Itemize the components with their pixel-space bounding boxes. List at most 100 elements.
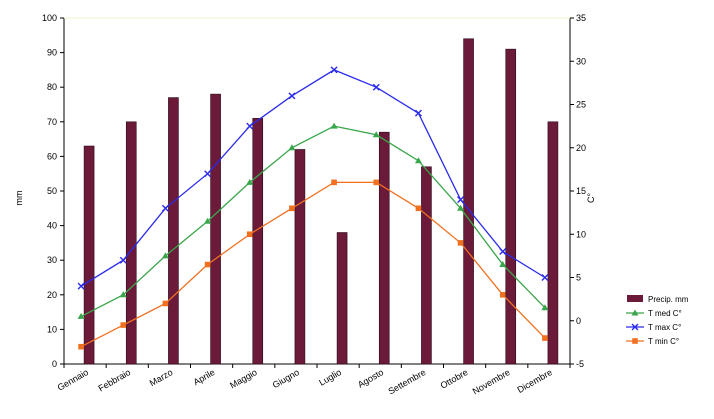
series-point: [288, 144, 296, 151]
series-line: [80, 125, 546, 318]
series-point: [331, 179, 337, 186]
series-point: [78, 343, 84, 350]
legend-label: Precip. mm: [648, 295, 689, 304]
precip-bar: [336, 232, 348, 365]
line-series-1: [77, 66, 549, 290]
right-tick-label: 35: [576, 13, 586, 23]
right-tick-label: 20: [576, 143, 586, 153]
precip-bar: [294, 149, 306, 365]
left-tick-label: 20: [47, 290, 57, 300]
chart-legend: Precip. mm T med C° T max C° T min C°: [626, 295, 689, 346]
series-point: [119, 291, 127, 298]
series-point: [119, 256, 127, 264]
bar-series-precipitation: [83, 38, 559, 365]
series-point: [204, 217, 212, 224]
x-tick-label: Dicembre: [516, 367, 554, 395]
left-tick-label: 100: [42, 13, 57, 23]
line-series-group: [77, 66, 549, 350]
precip-bar: [252, 118, 264, 365]
legend-label: T med C°: [648, 309, 682, 318]
x-tick-label: Maggio: [228, 367, 259, 390]
tick-labels: 0 10 20 30 40 50 60 70 80 90 100 -5 0 5 10 15 20 25 30 35 Ge…: [42, 13, 586, 396]
precip-bar: [83, 145, 95, 365]
x-tick-label: Settembre: [386, 367, 427, 396]
series-point: [330, 66, 338, 74]
series-point: [499, 292, 506, 298]
series-point: [289, 205, 295, 212]
series-point: [541, 304, 549, 311]
series-point: [246, 178, 254, 185]
right-tick-label: 10: [576, 229, 586, 239]
precip-bar: [378, 131, 390, 365]
series-point: [161, 204, 169, 212]
series-point: [542, 335, 548, 341]
series-point: [499, 261, 507, 268]
legend-item: Precip. mm: [627, 295, 689, 304]
legend-label: T min C°: [648, 337, 679, 346]
precip-bar: [463, 38, 474, 365]
series-point: [373, 179, 380, 186]
precip-bar: [421, 166, 432, 365]
series-point: [330, 122, 338, 129]
x-tick-label: Marzo: [148, 367, 175, 388]
precip-bar: [168, 97, 179, 365]
series-point: [457, 240, 464, 246]
legend-swatch: [627, 295, 643, 302]
right-tick-label: 15: [576, 186, 586, 196]
legend-swatch-marker: [632, 338, 638, 344]
series-point: [162, 300, 169, 307]
x-tick-label: Giugno: [271, 367, 301, 390]
right-tick-label: -5: [576, 359, 584, 369]
left-tick-label: 30: [47, 255, 57, 265]
precip-bar: [125, 121, 137, 365]
series-point: [414, 157, 422, 164]
series-point: [457, 196, 465, 204]
line-series-2: [78, 179, 548, 350]
x-tick-label: Luglio: [317, 367, 343, 388]
left-tick-label: 10: [47, 324, 57, 334]
legend-swatch-marker: [631, 323, 639, 331]
series-line: [80, 181, 546, 348]
x-tick-label: Aprile: [192, 367, 217, 387]
series-point: [204, 170, 212, 178]
right-tick-label: 0: [576, 316, 581, 326]
left-tick-label: 0: [52, 359, 57, 369]
series-point: [372, 83, 380, 91]
series-point: [77, 282, 85, 290]
x-tick-label: Ottobre: [439, 367, 470, 391]
legend-item: T min C°: [626, 337, 679, 346]
right-tick-label: 30: [576, 56, 586, 66]
series-point: [120, 322, 127, 328]
series-point: [499, 248, 507, 256]
left-tick-label: 70: [47, 117, 57, 127]
chart-axes: [60, 17, 574, 368]
x-tick-label: Febbraio: [96, 367, 132, 393]
legend-item: T med C°: [626, 309, 682, 318]
right-axis-title: C°: [586, 193, 596, 203]
left-axis-title: mm: [14, 191, 24, 206]
series-point: [77, 312, 85, 319]
right-tick-label: 25: [576, 100, 586, 110]
left-tick-label: 40: [47, 221, 57, 231]
right-tick-label: 5: [576, 273, 581, 283]
series-point: [457, 204, 465, 211]
left-tick-label: 80: [47, 82, 57, 92]
series-point: [541, 274, 549, 281]
legend-label: T max C°: [648, 323, 681, 332]
x-tick-label: Novembre: [471, 367, 512, 396]
left-tick-label: 50: [47, 186, 57, 196]
legend-item: T max C°: [626, 323, 681, 332]
x-tick-label: Agosto: [356, 367, 385, 390]
precip-bar: [210, 93, 221, 365]
series-line: [80, 69, 546, 287]
series-point: [246, 231, 253, 238]
series-point: [414, 109, 422, 117]
precip-bar: [505, 48, 517, 365]
series-point: [415, 205, 422, 212]
series-point: [372, 131, 380, 138]
legend-swatch-marker: [631, 309, 639, 316]
left-tick-label: 60: [47, 151, 57, 161]
series-point: [246, 122, 254, 130]
x-tick-label: Gennaio: [56, 367, 90, 393]
